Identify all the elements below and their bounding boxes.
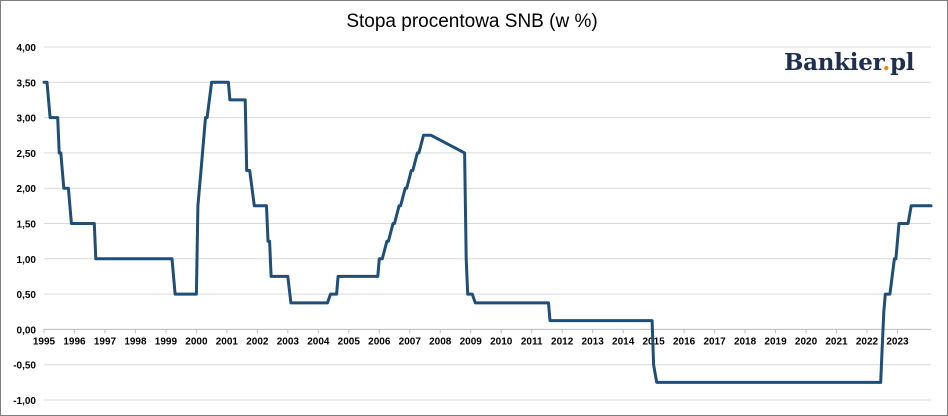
x-tick-label: 2020 — [795, 336, 818, 347]
x-tick-label: 2011 — [521, 336, 543, 347]
x-tick-label: 2010 — [490, 336, 513, 347]
y-tick-label: 3,50 — [17, 78, 37, 89]
x-tick-label: 2022 — [856, 336, 879, 347]
y-tick-label: 1,00 — [17, 255, 37, 266]
x-tick-label: 2000 — [185, 336, 208, 347]
x-tick-label: 2016 — [673, 336, 696, 347]
series-line — [42, 80, 933, 384]
x-tick-label: 2004 — [307, 336, 330, 347]
x-tick-label: 2003 — [277, 336, 300, 347]
x-tick-label: 2014 — [612, 336, 635, 347]
x-tick-label: 2007 — [399, 336, 422, 347]
gridlines — [44, 46, 931, 401]
x-tick-label: 2021 — [825, 336, 848, 347]
y-tick-label: 1,50 — [17, 220, 37, 231]
chart-title: Stopa procentowa SNB (w %) — [346, 11, 597, 32]
x-tick-label: 1996 — [63, 336, 86, 347]
x-tick-label: 2017 — [703, 336, 726, 347]
y-tick-label: 3,00 — [17, 114, 37, 125]
x-tick-label: 1998 — [124, 336, 147, 347]
logo-name: Bankier — [784, 49, 883, 76]
y-tick-label: -1,00 — [13, 396, 36, 407]
x-tick-label: 1997 — [94, 336, 117, 347]
y-tick-label: 2,50 — [17, 149, 37, 160]
x-tick-label: 2008 — [429, 336, 452, 347]
series-layer — [42, 80, 933, 384]
x-tick-label: 1999 — [155, 336, 178, 347]
x-tick-label: 2018 — [734, 336, 757, 347]
x-tick-label: 2002 — [246, 336, 269, 347]
y-tick-label: 0,50 — [17, 290, 37, 301]
x-tick-label: 2005 — [338, 336, 361, 347]
bankier-logo: Bankier.pl — [784, 49, 915, 76]
y-tick-label: 0,00 — [17, 325, 37, 336]
y-tick-label: 2,00 — [17, 184, 37, 195]
y-tick-label: -0,50 — [13, 361, 36, 372]
x-axis-tick-labels: 1995 1996 1997 1998 1999 2000 2001 2002 2003 2004… — [33, 329, 909, 347]
x-tick-label: 2019 — [764, 336, 787, 347]
x-tick-label: 2006 — [368, 336, 391, 347]
x-tick-label: 2023 — [886, 336, 909, 347]
logo-dot: . — [882, 49, 890, 76]
x-tick-label: 2009 — [460, 336, 483, 347]
x-tick-label: 2001 — [216, 336, 239, 347]
x-tick-label: 2012 — [551, 336, 574, 347]
x-tick-label: 1995 — [33, 336, 56, 347]
y-axis-tick-labels: 4,00 3,50 3,00 2,50 2,00 1,50 1,00 0,50 0,00 -0,5… — [13, 43, 36, 407]
y-tick-label: 4,00 — [17, 43, 37, 54]
x-tick-label: 2013 — [582, 336, 605, 347]
logo-suffix: pl — [890, 49, 915, 76]
